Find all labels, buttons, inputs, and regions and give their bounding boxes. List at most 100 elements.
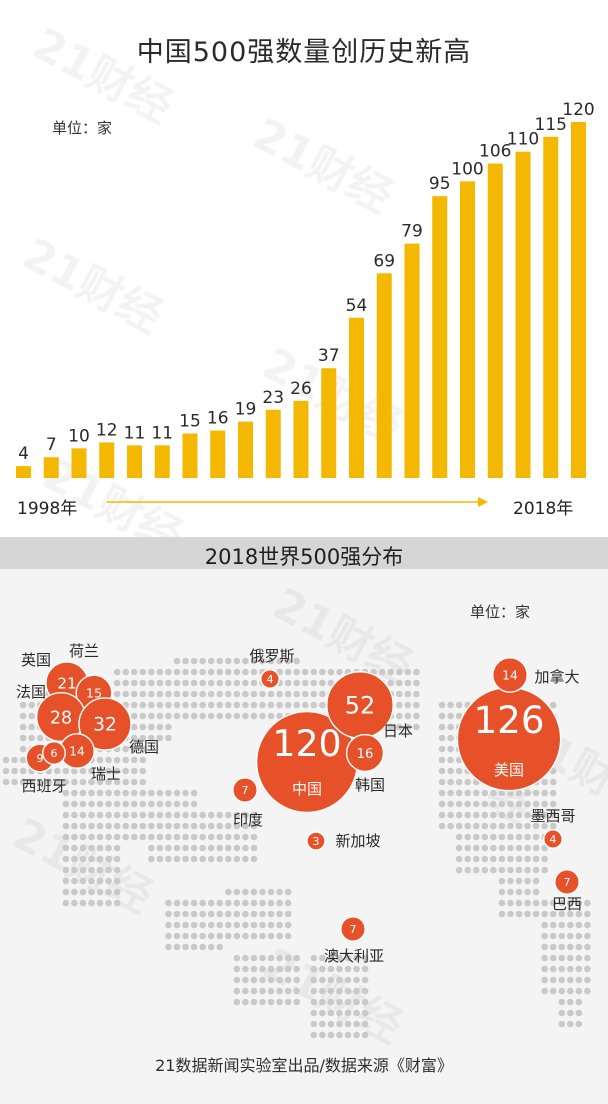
map-dot (71, 789, 78, 797)
map-dot (199, 679, 206, 687)
country-bubble (232, 777, 258, 803)
map-dot (541, 987, 548, 995)
map-dot (156, 844, 164, 852)
map-dot (472, 844, 480, 852)
map-dot (276, 932, 283, 940)
map-dot (242, 811, 249, 819)
map-dot (353, 998, 360, 1006)
map-dot (207, 910, 215, 918)
map-dot (182, 932, 189, 940)
map-dot (173, 701, 181, 709)
map-dot (105, 822, 112, 830)
map-dot (130, 723, 138, 731)
start-year-label: 1998年 (17, 499, 78, 519)
map-dot (165, 679, 172, 687)
map-dot (447, 723, 454, 731)
map-dot (507, 833, 514, 841)
bar-value-label: 120 (562, 100, 594, 120)
map-dot (122, 756, 129, 764)
map-dot (139, 745, 147, 753)
map-dot (62, 844, 70, 852)
map-dot (182, 899, 189, 907)
chart-title: 中国500强数量创历史新高 (136, 37, 472, 68)
map-dot (541, 943, 548, 951)
map-dot (558, 921, 566, 929)
map-dot (113, 866, 121, 874)
map-dot (96, 789, 104, 797)
map-dot (148, 800, 155, 808)
map-dot (515, 800, 523, 808)
map-dot (242, 822, 249, 830)
map-dot (216, 855, 224, 863)
map-dot (293, 987, 301, 995)
map-dot (242, 833, 249, 841)
bar (127, 445, 142, 478)
map-dot (549, 701, 557, 709)
country-label: 澳大利亚 (324, 947, 384, 965)
map-dot (207, 668, 215, 676)
map-dot (327, 1009, 335, 1017)
map-dot (361, 987, 369, 995)
map-dot (88, 899, 95, 907)
map-dot (284, 998, 292, 1006)
map-dot (190, 668, 198, 676)
country-bubble (340, 916, 366, 942)
map-dot (96, 866, 104, 874)
map-dot (361, 954, 369, 962)
map-dot (267, 657, 275, 665)
map-dot (438, 800, 446, 808)
bubble-value-label: 7 (564, 876, 571, 889)
map-dot (404, 679, 412, 687)
map-dot (45, 778, 53, 786)
map-dot (284, 921, 292, 929)
map-dot (79, 855, 87, 863)
map-dot (225, 855, 232, 863)
map-dot (182, 910, 189, 918)
map-dot (79, 822, 87, 830)
map-dot (62, 789, 70, 797)
map-dot (190, 811, 198, 819)
country-label: 日本 (383, 722, 413, 740)
map-dot (71, 866, 78, 874)
map-dot (490, 833, 497, 841)
map-dot (498, 866, 506, 874)
bubble-value-label: 6 (51, 747, 58, 760)
map-dot (259, 965, 266, 973)
map-dot (455, 800, 463, 808)
country-label: 英国 (21, 651, 51, 669)
map-dot (19, 734, 27, 742)
map-dot (88, 789, 95, 797)
map-dot (113, 778, 121, 786)
map-dot (148, 833, 155, 841)
map-dot (524, 811, 531, 819)
map-dot (498, 789, 506, 797)
bar (515, 151, 531, 478)
map-dot (481, 866, 489, 874)
map-dot (216, 668, 224, 676)
map-dot (438, 756, 446, 764)
map-dot (190, 855, 198, 863)
map-dot (532, 822, 540, 830)
map-dot (216, 679, 224, 687)
map-dot (259, 657, 266, 665)
map-dot (130, 712, 138, 720)
map-dot (387, 679, 395, 687)
map-dot (96, 778, 104, 786)
map-dot (455, 789, 463, 797)
map-dot (344, 1031, 352, 1039)
country-label: 巴西 (552, 895, 582, 913)
bar-value-label: 95 (429, 174, 451, 194)
bar-value-label: 19 (235, 400, 257, 420)
map-dot (250, 712, 258, 720)
map-dot (490, 811, 497, 819)
map-dot (207, 712, 215, 720)
map-dot (310, 987, 318, 995)
map-dot (165, 811, 172, 819)
map-dot (96, 877, 104, 885)
map-dot (139, 690, 147, 698)
bubble-value-label: 7 (242, 784, 249, 797)
map-dot (455, 767, 463, 775)
map-dot (567, 965, 574, 973)
map-dot (549, 943, 557, 951)
map-dot (515, 844, 523, 852)
